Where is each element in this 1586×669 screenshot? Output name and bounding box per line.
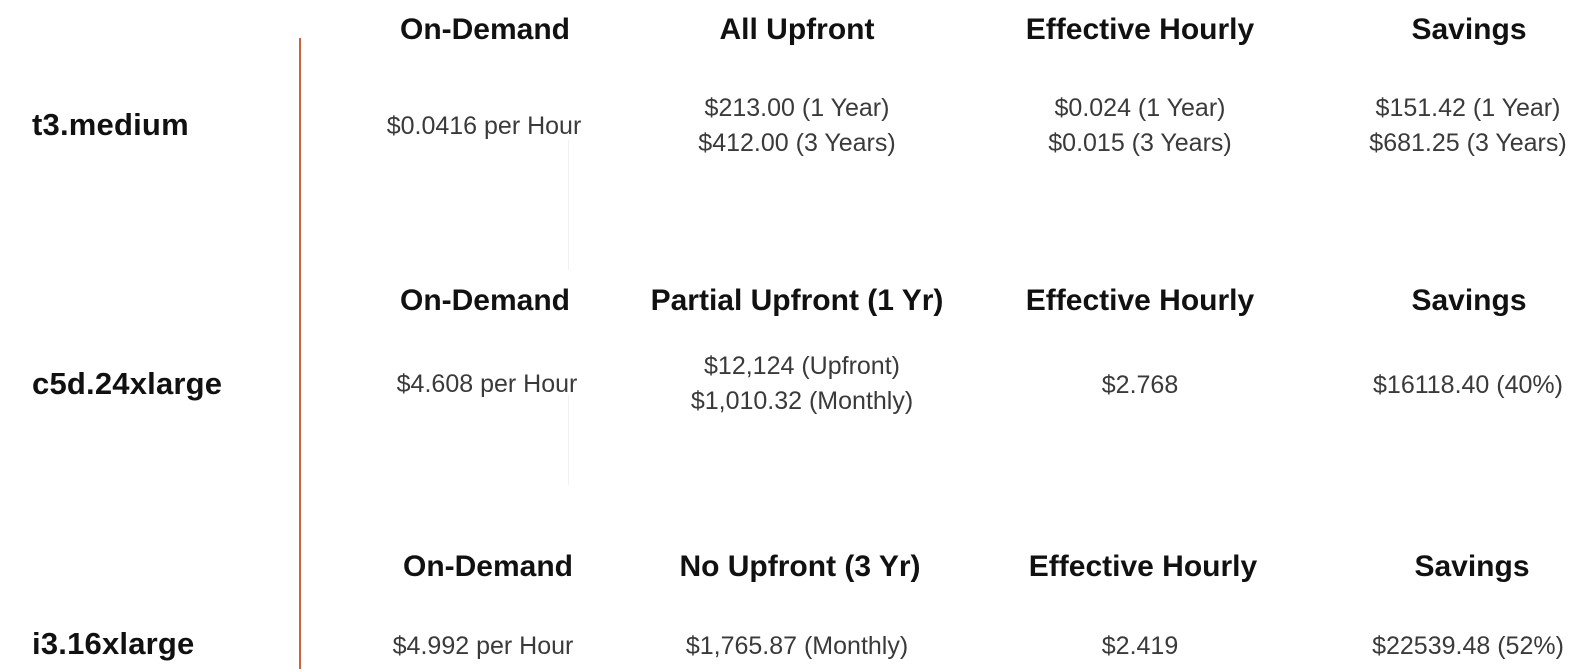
- on-demand-price: $0.0416 per Hour: [387, 109, 582, 144]
- column-header-on-demand: On-Demand: [399, 13, 571, 46]
- price-line: $0.015 (3 Years): [1048, 129, 1232, 157]
- price-line: $4.608 per Hour: [396, 370, 578, 398]
- effective-hourly-price: $0.024 (1 Year) $0.015 (3 Years): [1048, 91, 1231, 161]
- on-demand-price: $4.608 per Hour: [397, 367, 578, 402]
- price-line: $16118.40 (40%): [1373, 371, 1563, 399]
- column-separator: [568, 140, 569, 270]
- price-line: $12,124 (Upfront): [704, 352, 900, 380]
- column-header-on-demand: On-Demand: [402, 550, 574, 583]
- instance-name: t3.medium: [32, 107, 189, 142]
- column-header-upfront: All Upfront: [719, 13, 875, 46]
- price-line: $213.00 (1 Year): [704, 94, 890, 122]
- effective-hourly-price: $2.768: [1102, 368, 1178, 403]
- column-header-upfront: No Upfront (3 Yr): [679, 550, 921, 583]
- vertical-divider: [299, 38, 301, 669]
- price-line: $681.25 (3 Years): [1369, 129, 1567, 157]
- price-line: $22539.48 (52%): [1372, 632, 1564, 660]
- savings-amount: $22539.48 (52%): [1372, 629, 1564, 664]
- effective-hourly-price: $2.419: [1102, 629, 1178, 664]
- price-line: $2.768: [1101, 371, 1179, 399]
- column-header-effective-hourly: Effective Hourly: [1028, 550, 1258, 583]
- price-line: $1,010.32 (Monthly): [690, 387, 914, 415]
- column-separator: [568, 395, 569, 485]
- savings-amount: $16118.40 (40%): [1373, 368, 1563, 403]
- price-line: $0.0416 per Hour: [386, 112, 582, 140]
- price-line: $4.992 per Hour: [392, 632, 574, 660]
- column-header-savings: Savings: [1414, 550, 1530, 583]
- column-header-on-demand: On-Demand: [399, 284, 571, 317]
- instance-name: c5d.24xlarge: [32, 366, 223, 401]
- column-header-effective-hourly: Effective Hourly: [1025, 284, 1255, 317]
- upfront-price: $1,765.87 (Monthly): [686, 629, 908, 664]
- upfront-price: $12,124 (Upfront) $1,010.32 (Monthly): [691, 349, 913, 419]
- savings-amount: $151.42 (1 Year) $681.25 (3 Years): [1369, 91, 1566, 161]
- on-demand-price: $4.992 per Hour: [393, 629, 574, 664]
- column-header-savings: Savings: [1411, 284, 1527, 317]
- column-header-upfront: Partial Upfront (1 Yr): [650, 284, 944, 317]
- price-line: $151.42 (1 Year): [1375, 94, 1561, 122]
- instance-name: i3.16xlarge: [32, 626, 195, 661]
- column-header-effective-hourly: Effective Hourly: [1025, 13, 1255, 46]
- price-line: $2.419: [1101, 632, 1179, 660]
- column-header-savings: Savings: [1411, 13, 1527, 46]
- price-line: $412.00 (3 Years): [698, 129, 896, 157]
- upfront-price: $213.00 (1 Year) $412.00 (3 Years): [698, 91, 895, 161]
- price-line: $1,765.87 (Monthly): [685, 632, 909, 660]
- price-line: $0.024 (1 Year): [1054, 94, 1226, 122]
